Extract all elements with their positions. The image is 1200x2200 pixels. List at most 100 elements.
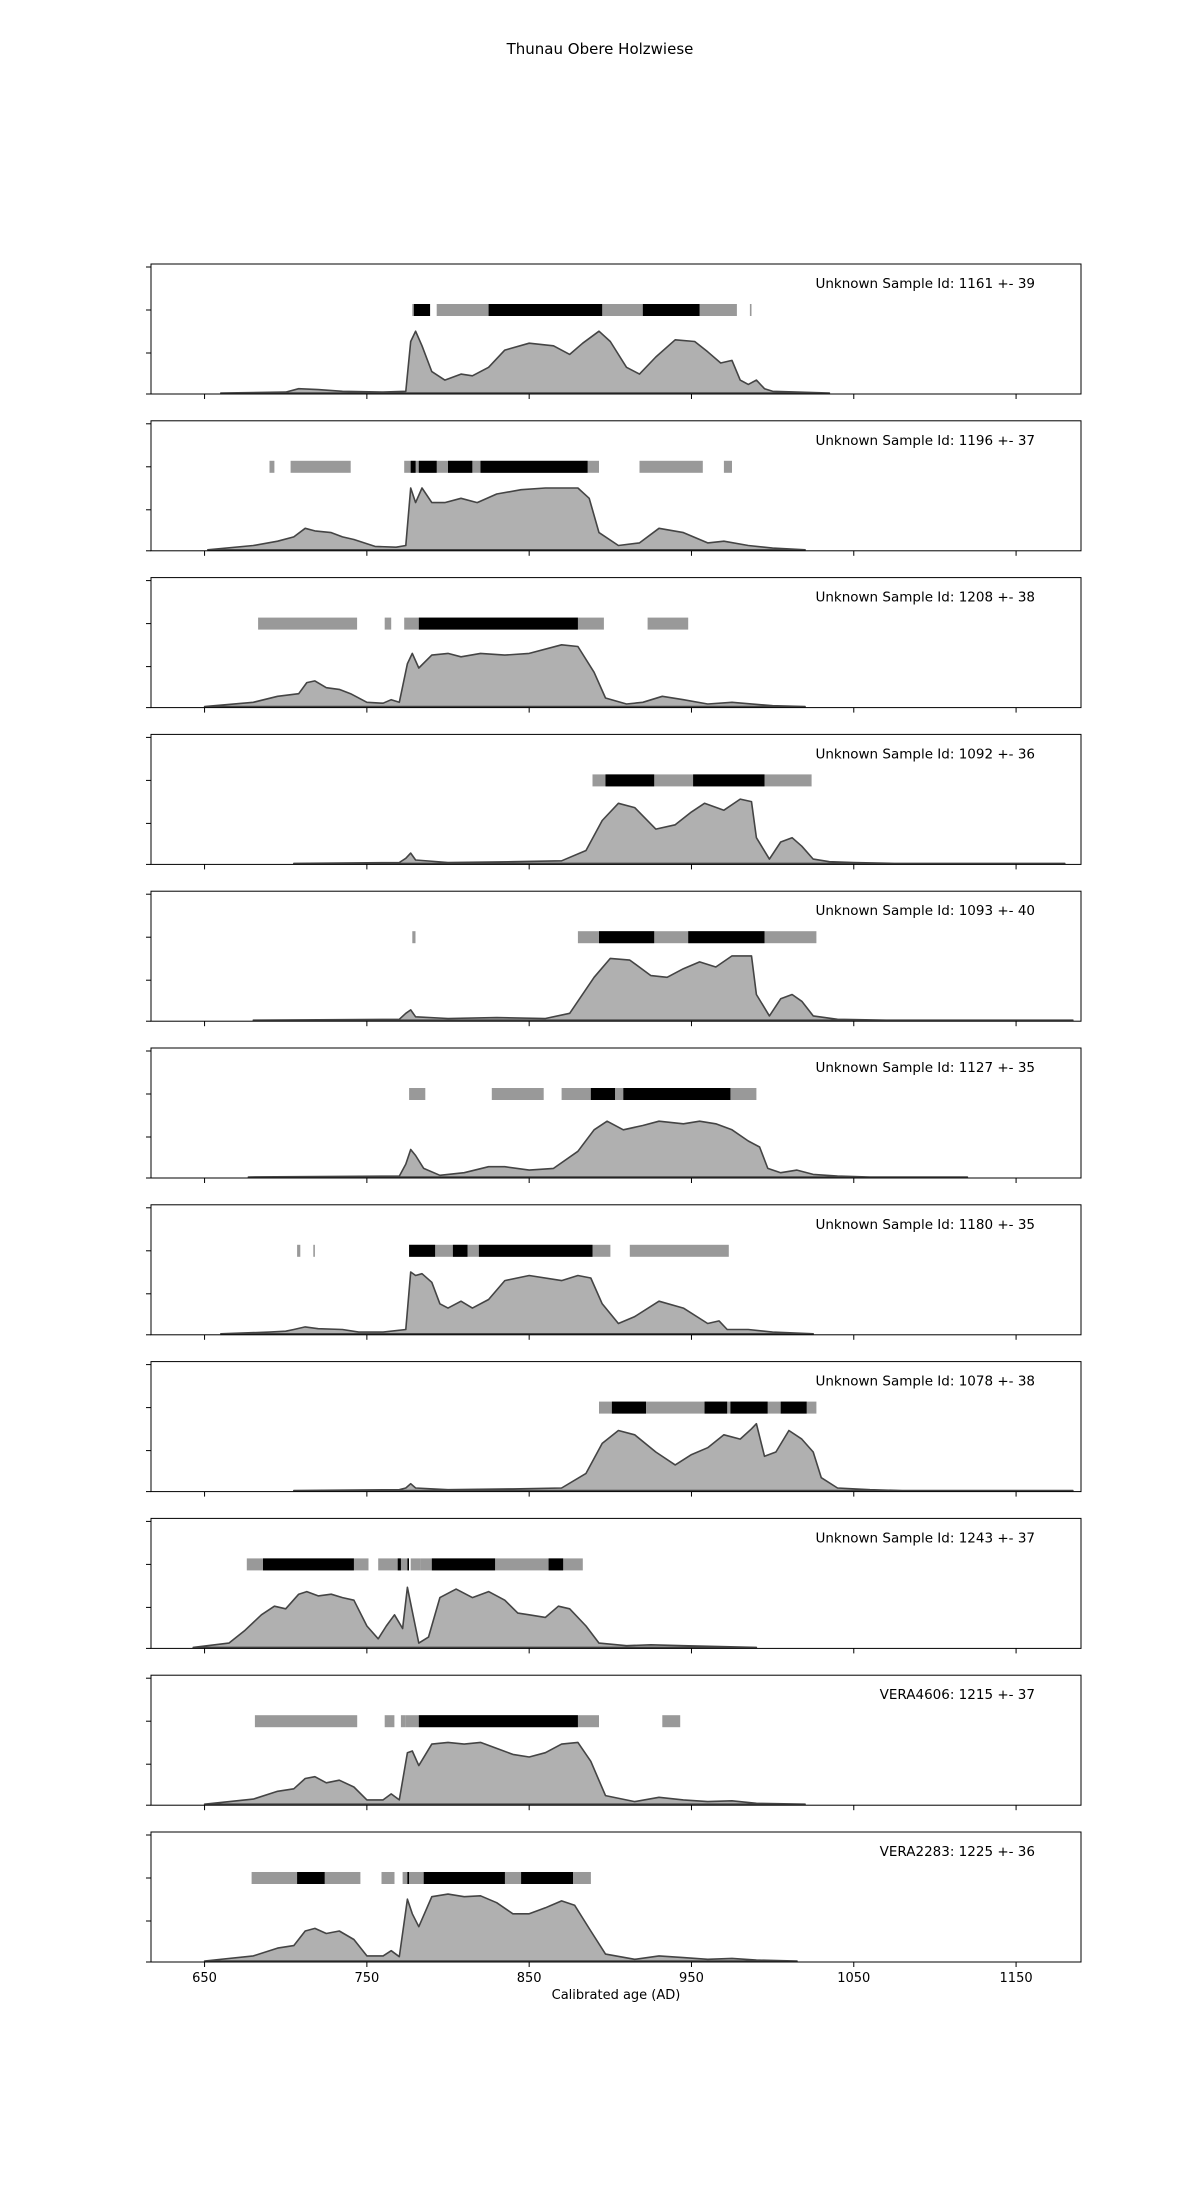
range-95-bar (699, 304, 737, 316)
range-68-bar (488, 304, 603, 316)
range-68-bar (611, 1401, 646, 1414)
panel-frame (150, 1831, 1082, 1963)
range-95-bar (384, 1715, 395, 1728)
panel-frame (150, 1047, 1082, 1179)
range-95-bar (400, 1715, 406, 1728)
range-95-bar (767, 1401, 781, 1414)
range-95-bar (602, 304, 643, 316)
range-68-bar (693, 774, 765, 787)
range-68-bar (605, 774, 655, 787)
panel-label: Unknown Sample Id: 1092 +- 36 (815, 746, 1035, 762)
panel-label: Unknown Sample Id: 1161 +- 39 (815, 276, 1035, 292)
range-68-bar (780, 1401, 807, 1414)
panel-label: Unknown Sample Id: 1180 +- 35 (815, 1217, 1035, 1233)
x-tick-label: 750 (354, 1971, 379, 1986)
range-95-bar (577, 931, 599, 944)
probability-curve (252, 955, 1074, 1021)
x-tick-label: 850 (517, 1971, 542, 1986)
panel-frame (150, 733, 1082, 865)
range-95-bar (577, 617, 604, 630)
panel-3: Unknown Sample Id: 1208 +- 38 (146, 577, 1082, 713)
range-68-bar (623, 1088, 731, 1100)
range-95-bar (646, 1401, 705, 1414)
range-95-bar (400, 1558, 408, 1571)
panel-frame (150, 890, 1082, 1022)
range-95-bar (353, 1558, 369, 1571)
x-axis-label: Calibrated age (AD) (551, 1988, 681, 2003)
range-68-bar (407, 1872, 409, 1884)
panel-2: Unknown Sample Id: 1196 +- 37 (146, 420, 1082, 556)
range-95-bar (727, 1401, 731, 1414)
range-68-bar (418, 1715, 578, 1728)
range-95-bar (764, 931, 817, 944)
panel-6: Unknown Sample Id: 1127 +- 35 (146, 1047, 1082, 1183)
panel-frame (150, 1204, 1082, 1336)
panel-4: Unknown Sample Id: 1092 +- 36 (146, 733, 1082, 870)
range-95-bar (402, 1872, 408, 1884)
chart-title: Thunau Obere Holzwiese (506, 40, 694, 58)
range-95-bar (662, 1715, 681, 1728)
panel-11: VERA2283: 1225 +- 36 650 750 850 950 1050 1150 (146, 1831, 1082, 1986)
range-68-bar (548, 1558, 564, 1571)
range-95-bar (764, 774, 812, 787)
panel-9: Unknown Sample Id: 1243 +- 37 (146, 1517, 1082, 1654)
range-95-bar (246, 1558, 263, 1571)
range-95-bar (378, 1558, 398, 1571)
panel-10: VERA4606: 1215 +- 37 (146, 1674, 1082, 1811)
range-68-bar (448, 460, 473, 473)
range-95-bar (723, 460, 732, 473)
range-95-bar (290, 460, 351, 473)
panel-label: Unknown Sample Id: 1243 +- 37 (815, 1530, 1035, 1546)
range-95-bar (495, 1558, 549, 1571)
probability-curve (203, 1893, 798, 1962)
range-95-bar (577, 1715, 599, 1728)
panel-label: Unknown Sample Id: 1196 +- 37 (815, 433, 1035, 449)
range-95-bar (324, 1872, 361, 1884)
panel-label: Unknown Sample Id: 1127 +- 35 (815, 1060, 1035, 1076)
range-95-bar (629, 1244, 729, 1257)
range-68-bar (452, 1244, 468, 1257)
panel-frame (150, 1517, 1082, 1649)
range-68-bar (431, 1558, 496, 1571)
range-95-bar (409, 1088, 426, 1100)
panel-7: Unknown Sample Id: 1180 +- 35 (146, 1204, 1082, 1340)
probability-curve (207, 487, 806, 551)
range-68-bar (423, 1872, 505, 1884)
panel-frame (150, 263, 1082, 395)
range-68-bar (688, 931, 765, 944)
range-68-bar (590, 1088, 616, 1100)
range-95-bar (592, 774, 606, 787)
range-68-bar (730, 1401, 768, 1414)
range-95-bar (269, 460, 275, 473)
range-95-bar (254, 1715, 358, 1728)
x-tick-label: 1150 (1000, 1971, 1033, 1986)
range-95-bar (420, 1558, 432, 1571)
range-95-bar (573, 1872, 591, 1884)
range-95-bar (436, 304, 489, 316)
panel-label: VERA2283: 1225 +- 36 (880, 1844, 1035, 1860)
range-68-bar (418, 460, 437, 473)
range-95-bar (258, 617, 358, 630)
range-95-bar (384, 617, 392, 630)
probability-curve (203, 644, 806, 708)
probability-curve (293, 1422, 1074, 1492)
panel-frame (150, 1361, 1082, 1493)
range-68-bar (413, 304, 431, 316)
range-95-bar (407, 1872, 424, 1884)
probability-curve (220, 330, 831, 394)
range-95-bar (654, 774, 694, 787)
range-95-bar (405, 1715, 419, 1728)
range-68-bar (480, 460, 588, 473)
range-68-bar (642, 304, 700, 316)
panel-label: Unknown Sample Id: 1078 +- 38 (815, 1374, 1035, 1390)
panel-8: Unknown Sample Id: 1078 +- 38 (146, 1361, 1082, 1497)
range-95-bar (410, 1558, 421, 1571)
range-95-bar (381, 1872, 395, 1884)
range-95-bar (647, 617, 689, 630)
range-95-bar (592, 1244, 611, 1257)
probability-curve (203, 1741, 806, 1805)
x-tick-label: 1050 (837, 1971, 870, 1986)
range-68-bar (397, 1558, 401, 1571)
range-95-bar (297, 1244, 301, 1257)
